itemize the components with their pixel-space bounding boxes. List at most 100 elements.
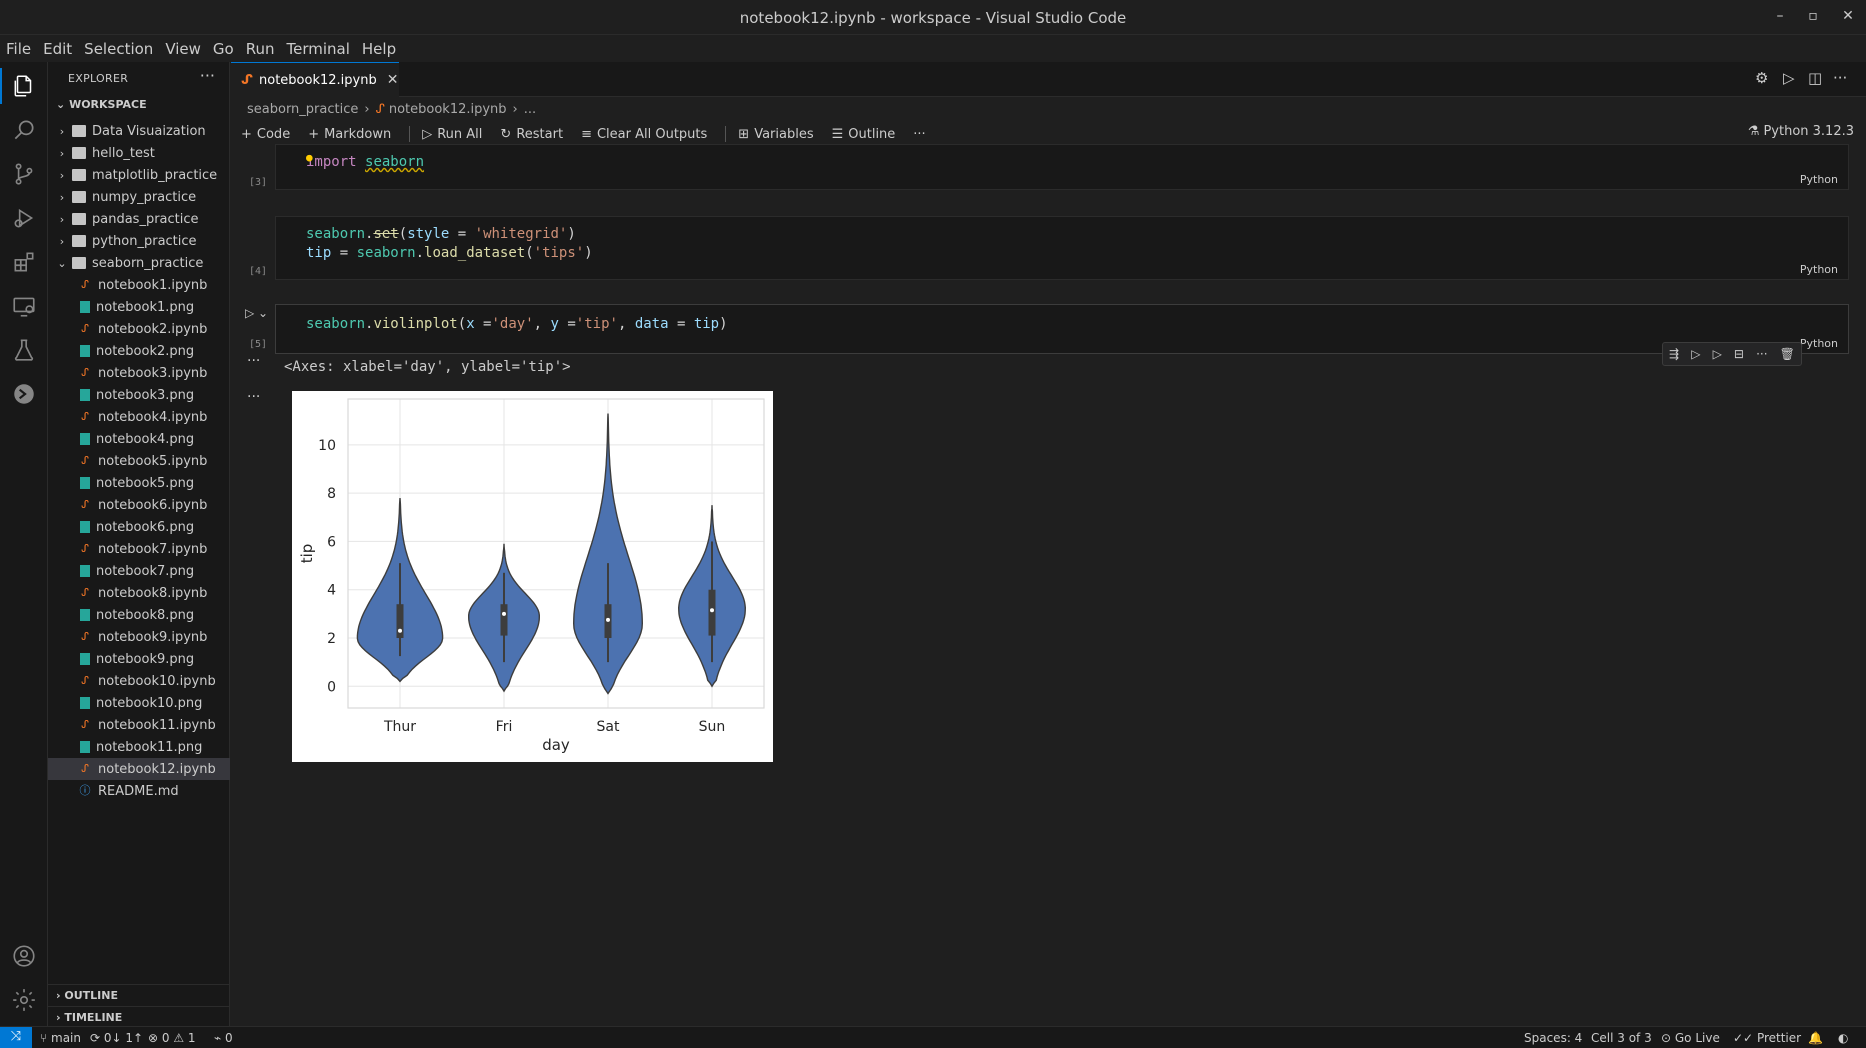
explorer-more-icon[interactable]: ··· xyxy=(199,66,215,85)
tree-file[interactable]: notebook10.png xyxy=(48,692,230,714)
output-more-icon[interactable]: ··· xyxy=(247,389,261,405)
outline-button[interactable]: ☰ Outline xyxy=(832,127,896,142)
menu-help[interactable]: Help xyxy=(361,40,397,58)
tree-folder[interactable]: › numpy_practice xyxy=(48,186,230,208)
clear-outputs-button[interactable]: ≡ Clear All Outputs xyxy=(581,127,707,142)
tree-file[interactable]: notebook5.png xyxy=(48,472,230,494)
variables-button[interactable]: ⊞ Variables xyxy=(738,127,813,142)
tree-file[interactable]: ᔑ notebook8.ipynb xyxy=(48,582,230,604)
tree-file[interactable]: notebook2.png xyxy=(48,340,230,362)
tree-file[interactable]: ᔑ notebook2.ipynb xyxy=(48,318,230,340)
minimize-button[interactable]: – xyxy=(1776,8,1784,24)
tree-folder[interactable]: › pandas_practice xyxy=(48,208,230,230)
problems-status[interactable]: ⊗ 0 ⚠ 1 xyxy=(148,1031,196,1045)
tree-folder[interactable]: › Data Visuaization xyxy=(48,120,230,142)
cell-language[interactable]: Python xyxy=(1799,263,1838,276)
tree-file[interactable]: notebook9.png xyxy=(48,648,230,670)
bell-icon[interactable]: 🔔 xyxy=(1808,1031,1823,1045)
breadcrumb-folder[interactable]: seaborn_practice xyxy=(247,101,359,117)
run-debug-icon[interactable] xyxy=(0,196,48,240)
gitlens-icon[interactable] xyxy=(0,372,48,416)
testing-icon[interactable] xyxy=(0,328,48,372)
tree-file[interactable]: ᔑ notebook1.ipynb xyxy=(48,274,230,296)
tree-file[interactable]: ᔑ notebook7.ipynb xyxy=(48,538,230,560)
extensions-icon[interactable] xyxy=(0,240,48,284)
tree-file[interactable]: ᔑ notebook10.ipynb xyxy=(48,670,230,692)
account-icon[interactable] xyxy=(0,934,48,978)
menu-edit[interactable]: Edit xyxy=(43,40,73,58)
workspace-header[interactable]: ⌄ WORKSPACE xyxy=(48,98,230,118)
close-tab-icon[interactable]: ✕ xyxy=(386,72,399,88)
explorer-icon[interactable] xyxy=(0,64,48,108)
tree-file[interactable]: ⓘ README.md xyxy=(48,780,230,802)
breadcrumb-more[interactable]: ... xyxy=(523,101,537,117)
timeline-section[interactable]: › TIMELINE xyxy=(48,1006,230,1028)
breadcrumb-file[interactable]: notebook12.ipynb xyxy=(388,101,507,117)
toolbar-more-button[interactable]: ··· xyxy=(913,126,926,142)
code-cell-2[interactable]: seaborn.set(style = 'whitegrid') tip = s… xyxy=(275,216,1849,280)
restart-button[interactable]: ↻ Restart xyxy=(500,127,563,142)
cell-code[interactable]: seaborn.set(style = 'whitegrid') tip = s… xyxy=(306,226,593,261)
tree-folder[interactable]: ⌄ seaborn_practice xyxy=(48,252,230,274)
source-control-icon[interactable] xyxy=(0,152,48,196)
tree-file[interactable]: notebook3.png xyxy=(48,384,230,406)
menu-view[interactable]: View xyxy=(165,40,201,58)
copilot-icon[interactable]: ◐ xyxy=(1838,1031,1849,1045)
tree-file[interactable]: notebook7.png xyxy=(48,560,230,582)
run-all-button[interactable]: ▷ Run All xyxy=(422,127,482,142)
tree-file[interactable]: notebook11.png xyxy=(48,736,230,758)
kernel-picker[interactable]: ⚗ Python 3.12.3 xyxy=(1748,124,1854,139)
indentation-status[interactable]: Spaces: 4 xyxy=(1524,1031,1583,1045)
tree-file[interactable]: ᔑ notebook9.ipynb xyxy=(48,626,230,648)
tree-file[interactable]: notebook8.png xyxy=(48,604,230,626)
cell-code[interactable]: ● import seaborn xyxy=(306,151,424,172)
tree-folder[interactable]: › python_practice xyxy=(48,230,230,252)
execute-above-icon[interactable]: ▷ xyxy=(1691,347,1701,361)
execute-below-icon[interactable]: ▷ xyxy=(1712,347,1722,361)
remote-icon[interactable]: ⤨ xyxy=(0,1027,32,1048)
add-code-button[interactable]: + Code xyxy=(241,127,290,142)
run-icon[interactable]: ▷ xyxy=(1783,69,1795,87)
run-cell-icon[interactable]: ▷ ⌄ xyxy=(245,306,269,320)
run-by-line-icon[interactable]: ⇶ xyxy=(1669,347,1680,361)
outline-section[interactable]: › OUTLINE xyxy=(48,984,230,1006)
cell-code[interactable]: seaborn.violinplot(x ='day', y ='tip', d… xyxy=(306,316,728,332)
delete-cell-icon[interactable]: 🗑 xyxy=(1779,347,1795,361)
tree-file[interactable]: notebook6.png xyxy=(48,516,230,538)
output-more-icon[interactable]: ··· xyxy=(247,353,261,369)
sync-status[interactable]: ⟳ 0↓ 1↑ xyxy=(90,1031,143,1045)
add-markdown-button[interactable]: + Markdown xyxy=(308,127,391,142)
close-window-button[interactable]: ✕ xyxy=(1842,8,1854,24)
prettier-status[interactable]: ✓✓ Prettier xyxy=(1733,1031,1801,1045)
tree-file[interactable]: ᔑ notebook5.ipynb xyxy=(48,450,230,472)
menu-terminal[interactable]: Terminal xyxy=(286,40,350,58)
tree-file[interactable]: ᔑ notebook4.ipynb xyxy=(48,406,230,428)
tree-folder[interactable]: › hello_test xyxy=(48,142,230,164)
menu-selection[interactable]: Selection xyxy=(84,40,154,58)
cell-position-status[interactable]: Cell 3 of 3 xyxy=(1591,1031,1652,1045)
restore-button[interactable]: ▫ xyxy=(1808,8,1818,24)
tree-file[interactable]: notebook4.png xyxy=(48,428,230,450)
golive-status[interactable]: ⊙ Go Live xyxy=(1661,1031,1720,1045)
tree-file[interactable]: ᔑ notebook3.ipynb xyxy=(48,362,230,384)
tree-folder[interactable]: › matplotlib_practice xyxy=(48,164,230,186)
settings-gear-icon[interactable] xyxy=(0,978,48,1022)
gear-icon[interactable]: ⚙ xyxy=(1755,69,1769,87)
menu-file[interactable]: File xyxy=(6,40,32,58)
code-cell-1[interactable]: ● import seaborn Python xyxy=(275,144,1849,190)
cell-language[interactable]: Python xyxy=(1799,173,1838,186)
split-editor-icon[interactable]: ◫ xyxy=(1808,69,1823,87)
cell-language[interactable]: Python xyxy=(1799,337,1838,350)
split-cell-icon[interactable]: ⊟ xyxy=(1733,347,1744,361)
menu-go[interactable]: Go xyxy=(212,40,234,58)
tree-file[interactable]: ᔑ notebook12.ipynb xyxy=(48,758,230,780)
ports-status[interactable]: ⌁ 0 xyxy=(214,1031,233,1045)
more-actions-icon[interactable]: ··· xyxy=(1833,69,1848,87)
branch-status[interactable]: ⑂ main xyxy=(40,1031,81,1045)
search-icon[interactable] xyxy=(0,108,48,152)
remote-explorer-icon[interactable] xyxy=(0,284,48,328)
tree-file[interactable]: notebook1.png xyxy=(48,296,230,318)
tab-notebook12[interactable]: ᔑ notebook12.ipynb ✕ xyxy=(231,62,399,97)
tree-file[interactable]: ᔑ notebook11.ipynb xyxy=(48,714,230,736)
cell-more-icon[interactable]: ··· xyxy=(1756,347,1768,361)
